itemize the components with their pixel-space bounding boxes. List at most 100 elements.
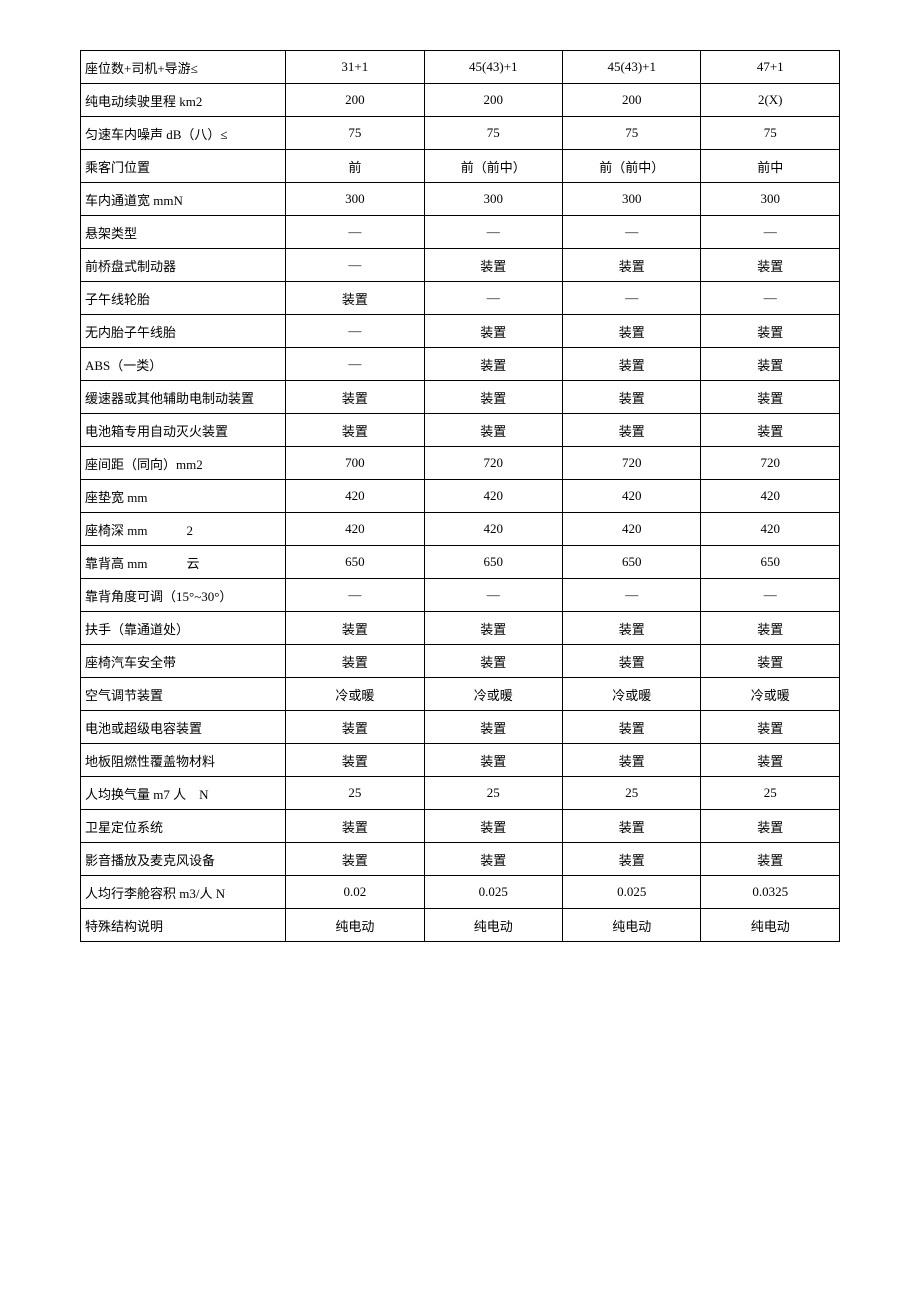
- table-row: 子午线轮胎装置———: [81, 282, 840, 315]
- cell-c4: 装置: [701, 711, 840, 744]
- cell-c3: 装置: [563, 843, 701, 876]
- row-label: 纯电动续驶里程 km2: [81, 84, 286, 117]
- table-row: 车内通道宽 mmN300300300300: [81, 183, 840, 216]
- cell-c1: 200: [286, 84, 424, 117]
- cell-c1: 700: [286, 447, 424, 480]
- cell-c4: 装置: [701, 315, 840, 348]
- cell-c4: 装置: [701, 843, 840, 876]
- row-label: 人均行李舱容积 m3/人 N: [81, 876, 286, 909]
- cell-c1: 纯电动: [286, 909, 424, 942]
- cell-c1: 冷或暖: [286, 678, 424, 711]
- cell-c2: —: [424, 216, 562, 249]
- row-label: ABS（一类）: [81, 348, 286, 381]
- cell-c4: —: [701, 579, 840, 612]
- cell-c1: 25: [286, 777, 424, 810]
- table-row: 人均行李舱容积 m3/人 N0.020.0250.0250.0325: [81, 876, 840, 909]
- cell-c4: 装置: [701, 348, 840, 381]
- table-row: 乘客门位置前前（前中）前（前中）前中: [81, 150, 840, 183]
- table-row: 座椅深 mm 2420420420420: [81, 513, 840, 546]
- cell-c4: 47+1: [701, 51, 840, 84]
- row-label: 匀速车内噪声 dB（八）≤: [81, 117, 286, 150]
- cell-c1: 装置: [286, 843, 424, 876]
- cell-c4: 75: [701, 117, 840, 150]
- table-row: 纯电动续驶里程 km22002002002(X): [81, 84, 840, 117]
- cell-c3: 装置: [563, 249, 701, 282]
- cell-c2: 装置: [424, 249, 562, 282]
- cell-c3: 装置: [563, 711, 701, 744]
- cell-c2: 装置: [424, 612, 562, 645]
- cell-c2: 装置: [424, 381, 562, 414]
- cell-c2: 纯电动: [424, 909, 562, 942]
- cell-c3: 45(43)+1: [563, 51, 701, 84]
- cell-c1: —: [286, 216, 424, 249]
- row-label: 靠背高 mm 云: [81, 546, 286, 579]
- table-row: 特殊结构说明纯电动纯电动纯电动纯电动: [81, 909, 840, 942]
- cell-c2: 装置: [424, 645, 562, 678]
- row-label: 乘客门位置: [81, 150, 286, 183]
- table-row: 人均换气量 m7 人 N25252525: [81, 777, 840, 810]
- cell-c1: 装置: [286, 381, 424, 414]
- row-label: 前桥盘式制动器: [81, 249, 286, 282]
- cell-c4: 纯电动: [701, 909, 840, 942]
- cell-c3: 装置: [563, 645, 701, 678]
- cell-c1: 装置: [286, 810, 424, 843]
- cell-c4: 装置: [701, 612, 840, 645]
- cell-c3: 420: [563, 480, 701, 513]
- cell-c1: 420: [286, 480, 424, 513]
- cell-c3: 装置: [563, 744, 701, 777]
- cell-c2: —: [424, 579, 562, 612]
- table-row: 地板阻燃性覆盖物材料装置装置装置装置: [81, 744, 840, 777]
- cell-c3: 纯电动: [563, 909, 701, 942]
- row-label: 影音播放及麦克风设备: [81, 843, 286, 876]
- table-row: 空气调节装置冷或暖冷或暖冷或暖冷或暖: [81, 678, 840, 711]
- cell-c1: 装置: [286, 414, 424, 447]
- cell-c4: 装置: [701, 810, 840, 843]
- cell-c3: —: [563, 216, 701, 249]
- table-row: 影音播放及麦克风设备装置装置装置装置: [81, 843, 840, 876]
- cell-c3: 650: [563, 546, 701, 579]
- cell-c3: 装置: [563, 810, 701, 843]
- cell-c2: 冷或暖: [424, 678, 562, 711]
- cell-c4: —: [701, 216, 840, 249]
- cell-c4: 装置: [701, 381, 840, 414]
- table-row: 电池箱专用自动灭火装置装置装置装置装置: [81, 414, 840, 447]
- cell-c1: 420: [286, 513, 424, 546]
- cell-c2: 45(43)+1: [424, 51, 562, 84]
- cell-c1: 75: [286, 117, 424, 150]
- cell-c3: 420: [563, 513, 701, 546]
- cell-c2: 420: [424, 480, 562, 513]
- cell-c3: 前（前中）: [563, 150, 701, 183]
- cell-c1: —: [286, 579, 424, 612]
- cell-c2: 装置: [424, 414, 562, 447]
- row-label: 电池箱专用自动灭火装置: [81, 414, 286, 447]
- cell-c2: 装置: [424, 744, 562, 777]
- cell-c2: 25: [424, 777, 562, 810]
- table-row: 前桥盘式制动器—装置装置装置: [81, 249, 840, 282]
- cell-c4: 2(X): [701, 84, 840, 117]
- cell-c1: 0.02: [286, 876, 424, 909]
- table-row: 靠背角度可调（15°~30°）————: [81, 579, 840, 612]
- cell-c1: 31+1: [286, 51, 424, 84]
- cell-c4: 420: [701, 480, 840, 513]
- cell-c2: 前（前中）: [424, 150, 562, 183]
- cell-c3: 装置: [563, 612, 701, 645]
- cell-c3: 720: [563, 447, 701, 480]
- row-label: 子午线轮胎: [81, 282, 286, 315]
- row-label: 缓速器或其他辅助电制动装置: [81, 381, 286, 414]
- table-row: 电池或超级电容装置装置装置装置装置: [81, 711, 840, 744]
- cell-c3: 装置: [563, 414, 701, 447]
- row-label: 座间距（同向）mm2: [81, 447, 286, 480]
- cell-c3: —: [563, 579, 701, 612]
- cell-c1: 前: [286, 150, 424, 183]
- cell-c3: 25: [563, 777, 701, 810]
- cell-c1: —: [286, 315, 424, 348]
- cell-c2: 0.025: [424, 876, 562, 909]
- table-row: 悬架类型————: [81, 216, 840, 249]
- row-label: 扶手（靠通道处）: [81, 612, 286, 645]
- row-label: 空气调节装置: [81, 678, 286, 711]
- cell-c3: 200: [563, 84, 701, 117]
- row-label: 卫星定位系统: [81, 810, 286, 843]
- row-label: 无内胎子午线胎: [81, 315, 286, 348]
- table-row: 缓速器或其他辅助电制动装置装置装置装置装置: [81, 381, 840, 414]
- table-row: 座位数+司机+导游≤31+145(43)+145(43)+147+1: [81, 51, 840, 84]
